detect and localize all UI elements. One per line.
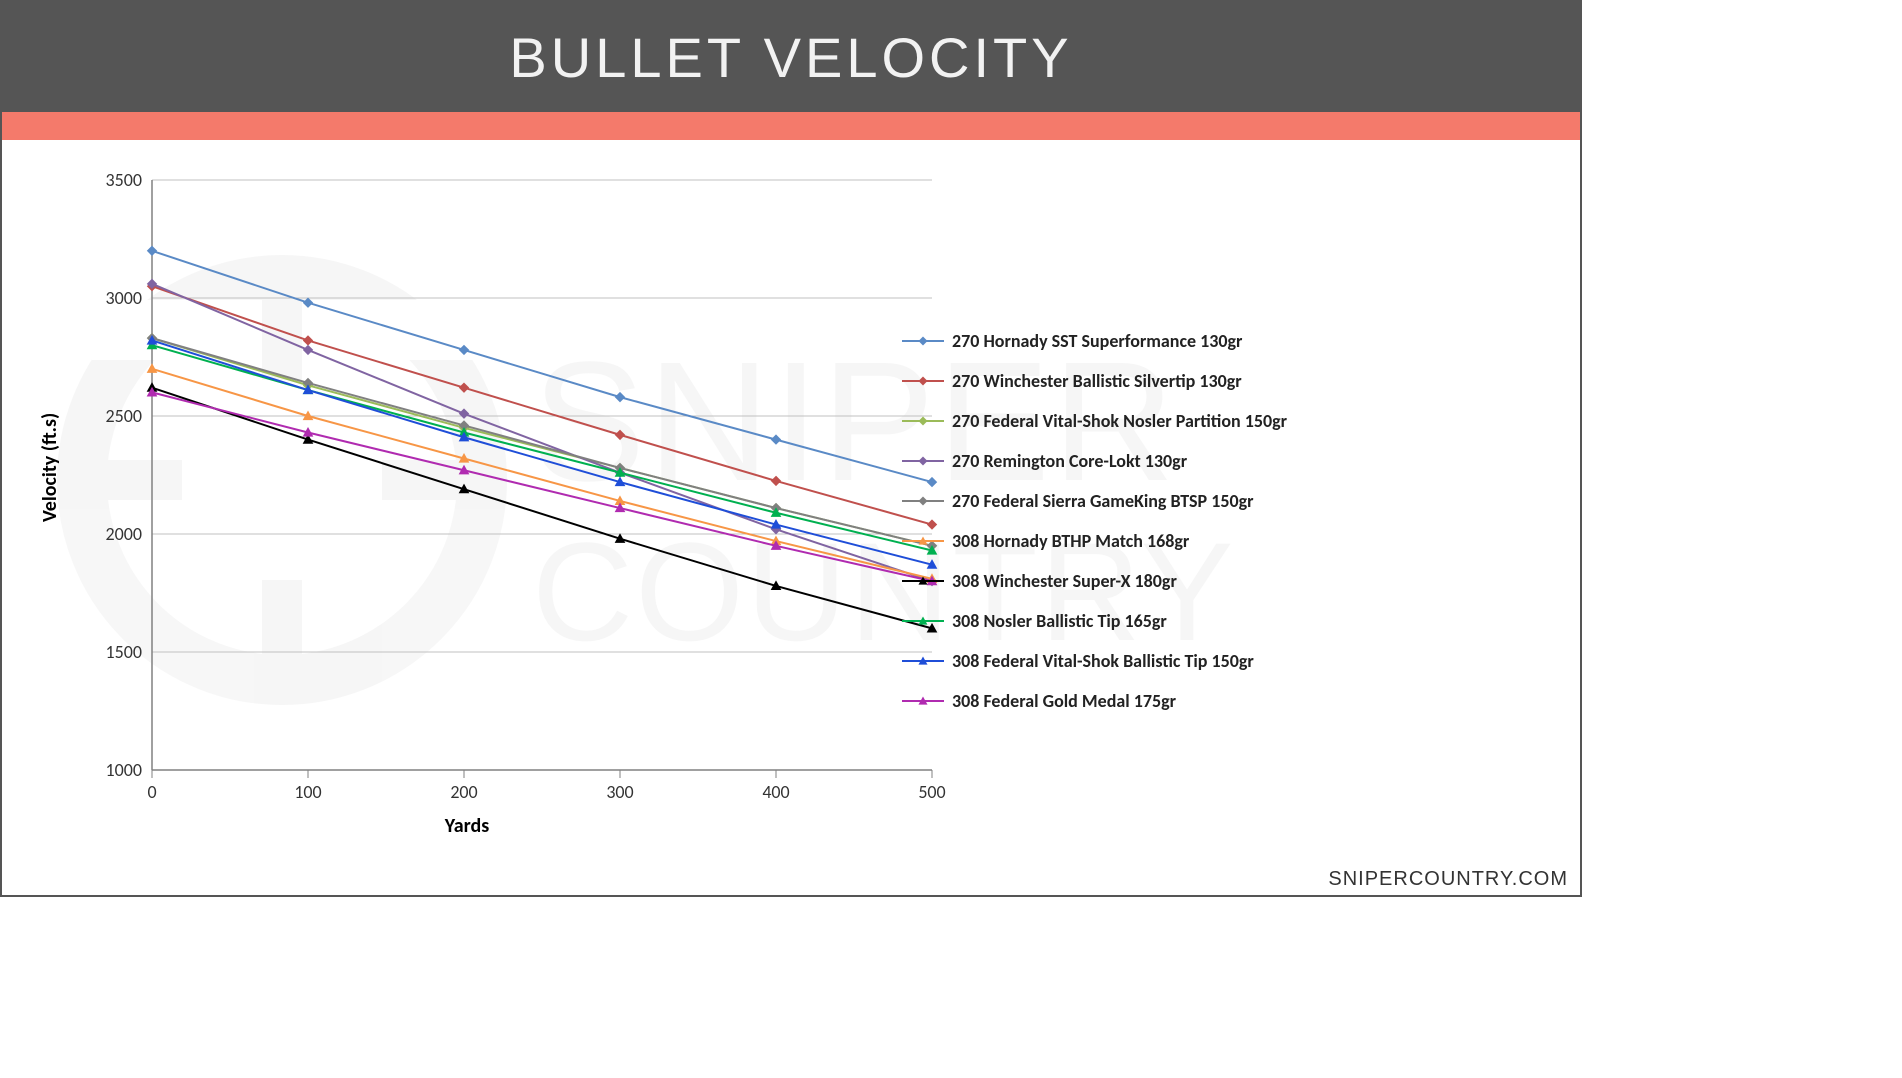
legend-item: 270 Hornady SST Superformance 130gr <box>902 330 1402 352</box>
legend-label: 270 Remington Core-Lokt 130gr <box>952 450 1187 472</box>
legend-label: 270 Federal Sierra GameKing BTSP 150gr <box>952 490 1254 512</box>
legend-item: 308 Federal Vital-Shok Ballistic Tip 150… <box>902 650 1402 672</box>
legend-marker <box>902 331 944 351</box>
legend-label: 308 Federal Gold Medal 175gr <box>952 690 1176 712</box>
svg-text:2000: 2000 <box>106 523 143 545</box>
legend-item: 270 Winchester Ballistic Silvertip 130gr <box>902 370 1402 392</box>
svg-text:300: 300 <box>606 781 633 803</box>
legend-label: 270 Winchester Ballistic Silvertip 130gr <box>952 370 1242 392</box>
svg-text:0: 0 <box>147 781 156 803</box>
accent-bar <box>2 112 1580 140</box>
infographic-container: BULLET VELOCITY SNIPER COUNTRY 100015002… <box>0 0 1582 897</box>
legend-label: 308 Winchester Super-X 180gr <box>952 570 1177 592</box>
legend-item: 308 Federal Gold Medal 175gr <box>902 690 1402 712</box>
x-axis-label: Yards <box>445 814 489 838</box>
legend-item: 270 Federal Vital-Shok Nosler Partition … <box>902 410 1402 432</box>
plot-wrap: 1000150020002500300035000100200300400500… <box>52 160 882 840</box>
legend-item: 308 Hornady BTHP Match 168gr <box>902 530 1402 552</box>
legend-marker <box>902 531 944 551</box>
svg-text:400: 400 <box>762 781 789 803</box>
legend-label: 270 Federal Vital-Shok Nosler Partition … <box>952 410 1287 432</box>
svg-text:3500: 3500 <box>106 169 143 191</box>
legend-marker <box>902 411 944 431</box>
legend-marker <box>902 611 944 631</box>
legend-marker <box>902 451 944 471</box>
chart-title: BULLET VELOCITY <box>509 25 1072 90</box>
svg-text:3000: 3000 <box>106 287 143 309</box>
legend-label: 308 Nosler Ballistic Tip 165gr <box>952 610 1167 632</box>
legend-item: 308 Nosler Ballistic Tip 165gr <box>902 610 1402 632</box>
svg-text:1000: 1000 <box>106 759 143 781</box>
legend-label: 270 Hornady SST Superformance 130gr <box>952 330 1242 352</box>
legend-item: 270 Remington Core-Lokt 130gr <box>902 450 1402 472</box>
legend-marker <box>902 571 944 591</box>
svg-text:200: 200 <box>450 781 477 803</box>
legend-label: 308 Federal Vital-Shok Ballistic Tip 150… <box>952 650 1254 672</box>
legend-label: 308 Hornady BTHP Match 168gr <box>952 530 1189 552</box>
legend-item: 270 Federal Sierra GameKing BTSP 150gr <box>902 490 1402 512</box>
y-axis-label: Velocity (ft.s) <box>38 413 62 522</box>
legend-marker <box>902 491 944 511</box>
title-bar: BULLET VELOCITY <box>2 2 1580 112</box>
legend-marker <box>902 651 944 671</box>
attribution: SNIPERCOUNTRY.COM <box>1328 868 1568 891</box>
legend: 270 Hornady SST Superformance 130gr 270 W… <box>902 330 1402 730</box>
svg-text:100: 100 <box>294 781 321 803</box>
svg-text:1500: 1500 <box>106 641 143 663</box>
legend-marker <box>902 691 944 711</box>
legend-item: 308 Winchester Super-X 180gr <box>902 570 1402 592</box>
svg-text:500: 500 <box>918 781 945 803</box>
legend-marker <box>902 371 944 391</box>
chart-area: SNIPER COUNTRY 1000150020002500300035000… <box>2 140 1580 897</box>
line-chart: 1000150020002500300035000100200300400500 <box>52 160 882 840</box>
svg-text:2500: 2500 <box>106 405 143 427</box>
